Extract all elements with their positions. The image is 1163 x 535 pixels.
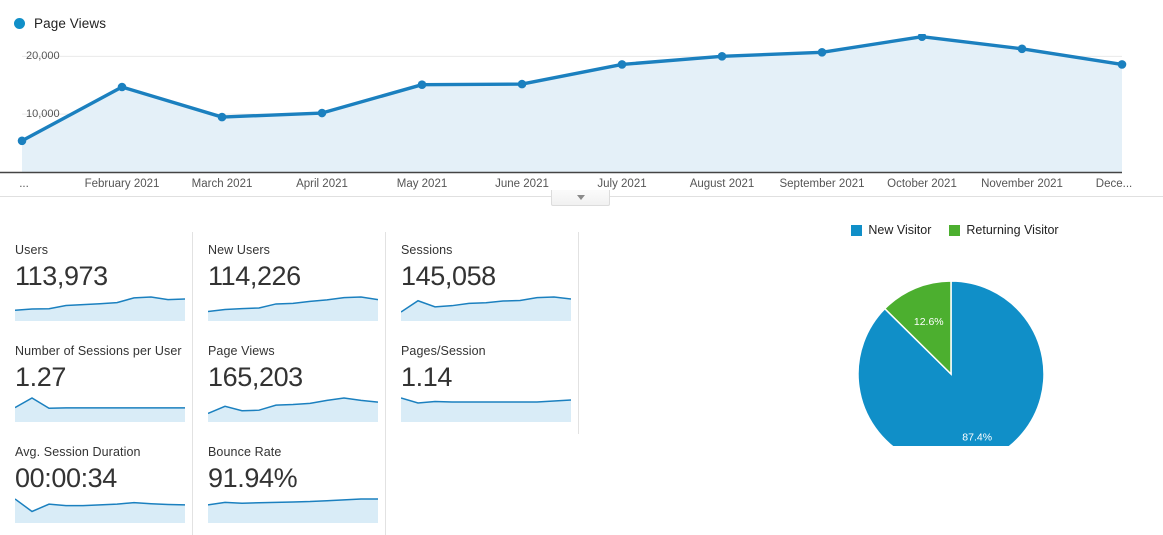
metric-sparkline [401, 296, 571, 321]
x-axis-tick-label: Dece... [1095, 178, 1133, 190]
metric-title: Bounce Rate [208, 445, 282, 459]
pie-legend-swatch [949, 224, 961, 236]
pie-legend-swatch [851, 224, 863, 236]
metric-value: 1.27 [15, 362, 66, 392]
pie-chart-plot-area[interactable]: 87.4% 12.6% [790, 246, 1120, 468]
metric-card[interactable]: Pages/Session 1.14 [386, 333, 579, 434]
metric-title: New Users [208, 243, 271, 257]
x-axis-labels: ... February 2021 March 2021 April 2021 May … [0, 178, 1163, 198]
metric-card[interactable]: Users 113,973 [0, 232, 193, 333]
x-axis-tick-label: April 2021 [296, 178, 348, 190]
y-axis-tick-20000: 20,000 [26, 50, 60, 63]
metric-sparkline [15, 397, 185, 422]
metric-title: Number of Sessions per User [15, 344, 182, 358]
metric-value: 00:00:34 [15, 463, 117, 493]
metric-sparkline [208, 498, 378, 523]
metric-sparkline [208, 397, 378, 422]
metric-title: Pages/Session [401, 344, 486, 358]
metric-value: 145,058 [401, 261, 496, 291]
metric-card[interactable]: Avg. Session Duration 00:00:34 [0, 434, 193, 535]
pie-slice-value-label: 87.4% [962, 432, 992, 444]
metric-card-row: Avg. Session Duration 00:00:34 Bounce Rate… [0, 434, 600, 535]
x-axis-tick-label: February 2021 [84, 178, 160, 190]
chevron-down-icon [576, 195, 585, 200]
chart-legend-label: Page Views [34, 15, 107, 31]
x-axis-tick-label: August 2021 [689, 178, 755, 190]
metric-card[interactable]: Sessions 145,058 [386, 232, 579, 333]
metric-card[interactable]: Bounce Rate 91.94% [193, 434, 386, 535]
metric-sparkline [208, 296, 378, 321]
x-axis-tick-label: September 2021 [779, 178, 865, 190]
pie-slice[interactable] [883, 280, 952, 376]
metric-value: 165,203 [208, 362, 303, 392]
metric-sparkline [15, 498, 185, 523]
metric-card[interactable]: Number of Sessions per User 1.27 [0, 333, 193, 434]
metric-value: 114,226 [208, 261, 301, 291]
page-views-chart: Page Views 20,000 10,000 ... February 202… [0, 0, 1163, 212]
x-axis-tick-label: June 2021 [495, 178, 549, 190]
metric-sparkline [15, 296, 185, 321]
metric-card-row: Users 113,973 New Users 114,226 Sessions 145,… [0, 232, 600, 333]
metric-value: 91.94% [208, 463, 298, 493]
metric-card[interactable]: Page Views 165,203 [193, 333, 386, 434]
metric-title: Avg. Session Duration [15, 445, 141, 459]
pie-legend-item[interactable]: Returning Visitor [949, 223, 1059, 237]
x-axis-tick-label: ... [19, 178, 29, 190]
pie-legend-item[interactable]: New Visitor [851, 223, 931, 237]
chart-collapse-button[interactable] [551, 190, 610, 206]
metric-title: Page Views [208, 344, 275, 358]
x-axis-tick-label: July 2021 [597, 178, 647, 190]
pie-legend-label: Returning Visitor [966, 223, 1059, 237]
metric-title: Sessions [401, 243, 453, 257]
page-views-legend-dot [14, 17, 25, 29]
pie-chart-legend: New Visitor Returning Visitor [790, 222, 1120, 238]
x-axis-tick-label: October 2021 [887, 178, 957, 190]
metric-card-row: Number of Sessions per User 1.27 Page View… [0, 333, 600, 434]
x-axis-tick-label: May 2021 [396, 178, 448, 190]
line-chart-plot-area[interactable]: 20,000 10,000 [0, 32, 1163, 179]
metric-card-placeholder [386, 434, 579, 535]
metric-card-grid: Users 113,973 New Users 114,226 Sessions 145,… [0, 232, 600, 535]
chart-legend[interactable]: Page Views [14, 14, 106, 32]
y-axis-tick-10000: 10,000 [26, 108, 60, 121]
metric-sparkline [401, 397, 571, 422]
new-vs-returning-pie-chart: New Visitor Returning Visitor 87.4% 12.6% [790, 218, 1120, 468]
x-axis-tick-label: March 2021 [191, 178, 253, 190]
x-axis-tick-label: November 2021 [981, 178, 1063, 190]
pie-chart-svg: 87.4% 12.6% [857, 280, 1045, 468]
line-chart-svg [0, 32, 1127, 174]
metric-value: 113,973 [15, 261, 108, 291]
pie-legend-label: New Visitor [868, 223, 932, 237]
metric-card[interactable]: New Users 114,226 [193, 232, 386, 333]
metric-value: 1.14 [401, 362, 452, 392]
pie-slice-value-label: 12.6% [914, 316, 944, 328]
metric-title: Users [15, 243, 49, 257]
